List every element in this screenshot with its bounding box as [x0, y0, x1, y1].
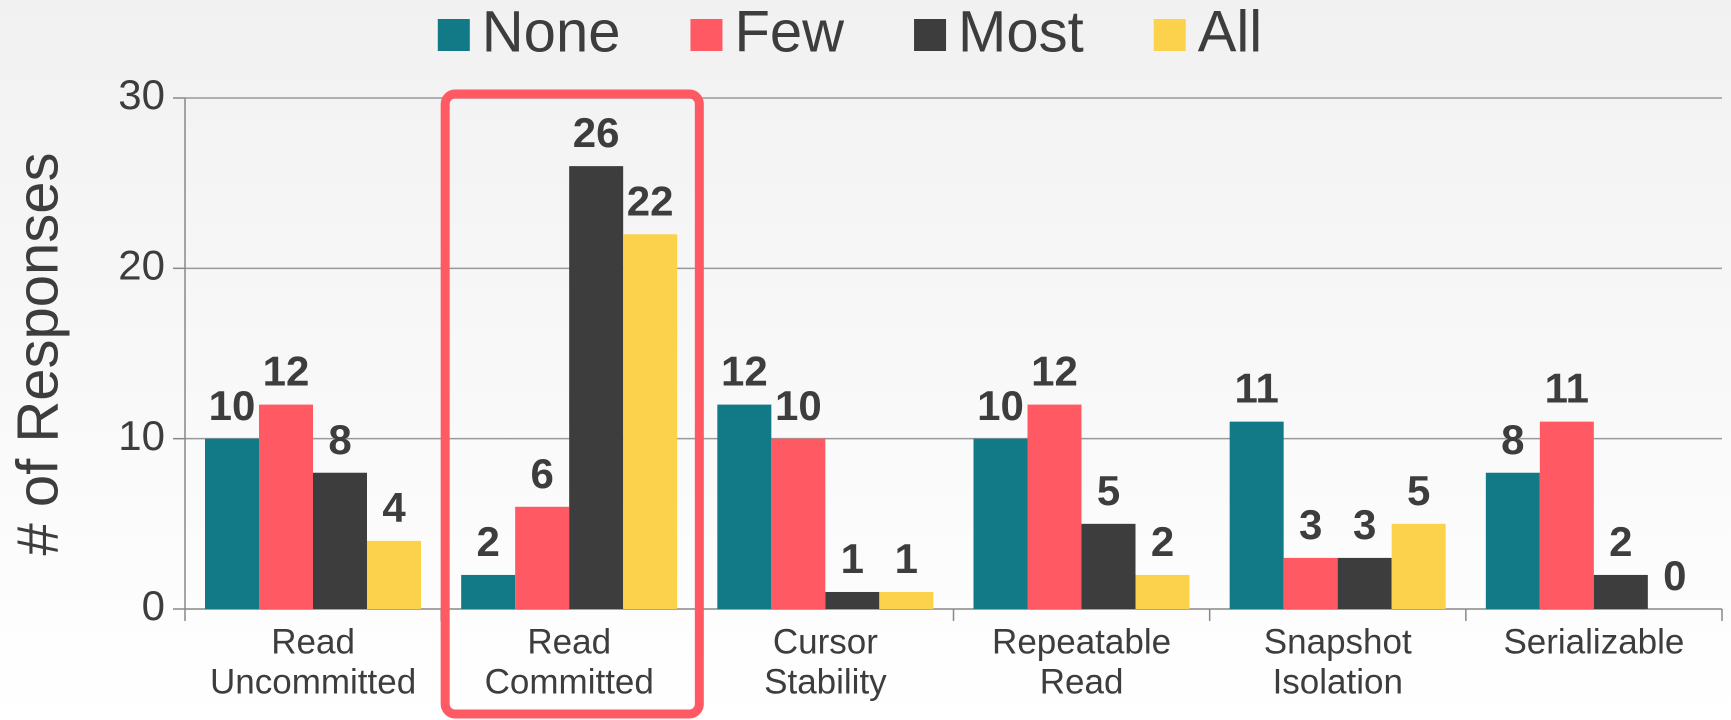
- y-tick-label: 30: [118, 71, 165, 118]
- value-label: 12: [721, 348, 768, 395]
- bar: [569, 166, 624, 609]
- x-tick-label: Committed: [485, 662, 654, 701]
- value-label: 3: [1299, 501, 1322, 548]
- value-label: 2: [1609, 518, 1632, 565]
- bar: [1081, 523, 1136, 609]
- x-tick-label: Serializable: [1503, 622, 1684, 661]
- legend-label: All: [1198, 0, 1262, 64]
- x-tick-label: Cursor: [773, 622, 878, 661]
- legend-swatch: [914, 19, 947, 51]
- legend-label: None: [482, 0, 621, 64]
- value-label: 10: [977, 382, 1024, 429]
- x-tick-label: Isolation: [1273, 662, 1403, 701]
- value-label: 5: [1407, 467, 1430, 514]
- legend-swatch: [437, 19, 470, 51]
- value-label: 2: [476, 518, 499, 565]
- bar: [1229, 421, 1284, 609]
- value-label: 8: [328, 416, 351, 463]
- value-label: 2: [1151, 518, 1174, 565]
- x-tick-label: Uncommitted: [210, 662, 416, 701]
- x-tick-label: Read: [527, 622, 611, 661]
- value-label: 12: [1031, 348, 1078, 395]
- bar: [717, 404, 772, 609]
- bar: [879, 591, 934, 609]
- bar: [259, 404, 313, 609]
- y-axis-label: # of Responses: [5, 152, 70, 555]
- value-label: 12: [263, 348, 310, 395]
- value-label: 1: [841, 535, 864, 582]
- x-tick-label: Read: [271, 622, 355, 661]
- bar: [1283, 557, 1338, 609]
- value-label: 5: [1097, 467, 1120, 514]
- bar: [1485, 472, 1540, 609]
- bar: [771, 438, 826, 609]
- value-label: 0: [1663, 552, 1686, 599]
- bar: [515, 506, 570, 609]
- bar: [623, 234, 678, 609]
- highlight-box: [440, 89, 704, 719]
- value-label: 10: [209, 382, 256, 429]
- x-tick-label: Stability: [764, 662, 887, 701]
- value-label: 8: [1501, 416, 1524, 463]
- bar: [825, 591, 880, 609]
- value-label: 22: [627, 177, 674, 224]
- value-label: 11: [1234, 365, 1278, 412]
- legend-label: Most: [958, 0, 1084, 64]
- bar: [367, 540, 421, 609]
- y-tick-label: 10: [118, 412, 165, 459]
- bar: [205, 438, 259, 609]
- y-tick-label: 20: [118, 241, 165, 288]
- value-label: 4: [382, 484, 406, 531]
- bar: [973, 438, 1028, 609]
- bar: [313, 472, 367, 609]
- bar: [1135, 574, 1190, 609]
- bar: [1593, 574, 1648, 609]
- bar: [1337, 557, 1392, 609]
- value-label: 3: [1353, 501, 1376, 548]
- legend-swatch: [690, 19, 723, 51]
- x-tick-label: Snapshot: [1264, 622, 1412, 661]
- value-label: 1: [895, 535, 918, 582]
- value-label: 6: [530, 450, 553, 497]
- legend-swatch: [1153, 19, 1186, 51]
- value-label: 11: [1545, 365, 1589, 412]
- legend-label: Few: [734, 0, 845, 64]
- bar: [1391, 523, 1446, 609]
- x-tick-label: Repeatable: [992, 622, 1171, 661]
- y-tick-label: 0: [142, 582, 165, 629]
- bar: [1539, 421, 1594, 609]
- bar: [1027, 404, 1082, 609]
- x-tick-label: Read: [1040, 662, 1124, 701]
- value-label: 26: [573, 109, 620, 156]
- value-label: 10: [775, 382, 822, 429]
- bar: [461, 574, 516, 609]
